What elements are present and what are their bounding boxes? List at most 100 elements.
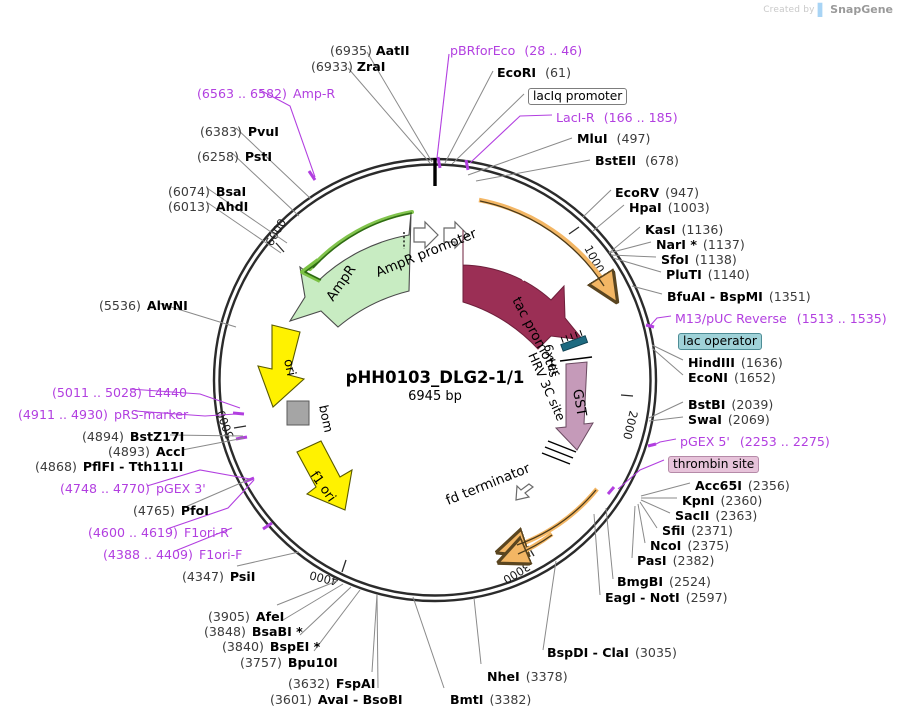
label-PfoI: (4765) PfoI [133,504,209,518]
enzyme-position: (4388 .. 4409) [103,547,193,562]
label-lac-operator: lac operator [678,333,762,350]
enzyme-position: (2039) [731,397,774,412]
enzyme-position: (3601) [270,692,312,707]
label-Acc65I: Acc65I (2356) [695,479,790,493]
leader-lines-right [542,189,691,651]
leader-lines-right-features [617,315,677,490]
enzyme-position: (4600 .. 4619) [88,525,178,540]
label-HindIII: HindIII (1636) [688,356,783,370]
enzyme-name: BspEI * [269,639,321,654]
enzyme-name: SwaI [688,412,722,427]
enzyme-position: (1003) [667,200,710,215]
enzyme-position: (2382) [672,553,715,568]
enzyme-name: HpaI [629,200,662,215]
enzyme-position: (1138) [694,252,737,267]
label-SacII: SacII (2363) [675,509,757,523]
feature-HRV3C-site [541,440,577,465]
label-AfeI: (3905) AfeI [208,610,284,624]
enzyme-name: NarI * [656,237,697,252]
enzyme-position: (1652) [733,370,776,385]
label-BstBI: BstBI (2039) [688,398,773,412]
enzyme-name: Acc65I [695,478,742,493]
enzyme-position: (1136) [681,222,724,237]
label-KasI: KasI (1136) [645,223,723,237]
enzyme-position: (1636) [740,355,783,370]
enzyme-position: (4911 .. 4930) [18,407,108,422]
enzyme-position: (2363) [715,508,758,523]
label-pGEX-3: (4748 .. 4770) pGEX 3' [60,482,206,496]
enzyme-name: BspDI - ClaI [547,645,629,660]
label-bom: bom [316,404,336,434]
enzyme-name: EcoNI [688,370,728,385]
label-pGEX-5prime: pGEX 5' (2253 .. 2275) [680,434,830,449]
label-MluI: MluI (497) [577,131,651,146]
enzyme-name: PfoI [180,503,209,518]
label-L4440: (5011 .. 5028) L4440 [52,386,187,400]
plasmid-name: pHH0103_DLG2-1/1 [346,368,525,387]
enzyme-position: (3848) [204,624,246,639]
label-EcoRI: EcoRI (61) [497,65,571,80]
watermark-brand: SnapGene [830,3,893,16]
label-lacIq-promoter: lacIq promoter [528,88,628,105]
enzyme-name: BstZ17I [129,429,185,444]
primer-arc-outlines [479,200,605,555]
enzyme-name: BfuAI - BspMI [667,289,763,304]
label-BspEI: (3840) BspEI * [222,640,320,654]
enzyme-position: (3632) [288,676,330,691]
label-AhdI: (6013) AhdI [168,200,248,214]
label-AatII: (6935) AatII [330,43,410,58]
enzyme-position: (6258) [197,149,239,164]
enzyme-name: PstI [244,149,273,164]
label-SfoI: SfoI (1138) [661,253,737,267]
label-KpnI: KpnI (2360) [682,494,762,508]
enzyme-name: SacII [675,508,710,523]
label-AccI: (4893) AccI [108,445,185,459]
leader-lines-top [347,51,591,182]
enzyme-position: (6074) [168,184,210,199]
enzyme-name: AlwNI [146,298,188,313]
label-AlwNI: (5536) AlwNI [99,299,188,313]
label-SfiI: SfiI (2371) [662,524,733,538]
enzyme-position: (2356) [747,478,790,493]
enzyme-name: pGEX 3' [155,481,206,496]
enzyme-name: BmgBI [617,574,664,589]
enzyme-position: (947) [665,185,700,200]
enzyme-position: (1140) [707,267,750,282]
enzyme-position: (2069) [727,412,770,427]
enzyme-name: KasI [645,222,676,237]
enzyme-name: PluTI [666,267,702,282]
leader-lines-top-features [436,53,553,164]
label-NcoI: NcoI (2375) [650,539,729,553]
label-PvuI: (6383) PvuI [200,125,279,139]
label-Amp-R: (6563 .. 6582) Amp-R [197,87,335,101]
enzyme-position: (3035) [635,645,677,660]
enzyme-position: (2597) [685,590,728,605]
enzyme-position: (6383) [200,124,242,139]
label-fd-terminator: fd terminator [444,460,533,508]
label-PasI: PasI (2382) [637,554,714,568]
enzyme-name: Amp-R [292,86,336,101]
enzyme-name: FspAI [335,676,376,691]
label-GST: GST [569,388,590,418]
enzyme-name: NcoI [650,538,682,553]
label-EcoNI: EcoNI (1652) [688,371,776,385]
label-PflFI-Tth111I: (4868) PflFI - Tth111I [35,460,183,474]
enzyme-name: L4440 [147,385,188,400]
feature-GST [541,356,594,465]
feature-tac-promoter [443,220,469,250]
label-BmgBI: BmgBI (2524) [617,575,711,589]
label-NarI: NarI * (1137) [656,238,745,252]
enzyme-position: (6013) [168,199,210,214]
enzyme-name: BsaBI * [251,624,303,639]
feature-tickmarks [232,156,657,531]
plasmid-size: 6945 bp [408,389,462,404]
enzyme-name: SfiI [662,523,686,538]
enzyme-name: F1ori-F [198,547,243,562]
enzyme-name: NheI [487,669,520,684]
label-BspDI-ClaI: BspDI - ClaI (3035) [547,646,677,660]
enzyme-name: AvaI - BsoBI [317,692,403,707]
label-pBRforEco: pBRforEco (28 .. 46) [450,43,583,58]
enzyme-position: (2375) [687,538,730,553]
tick-2000: 2000 [620,409,641,441]
